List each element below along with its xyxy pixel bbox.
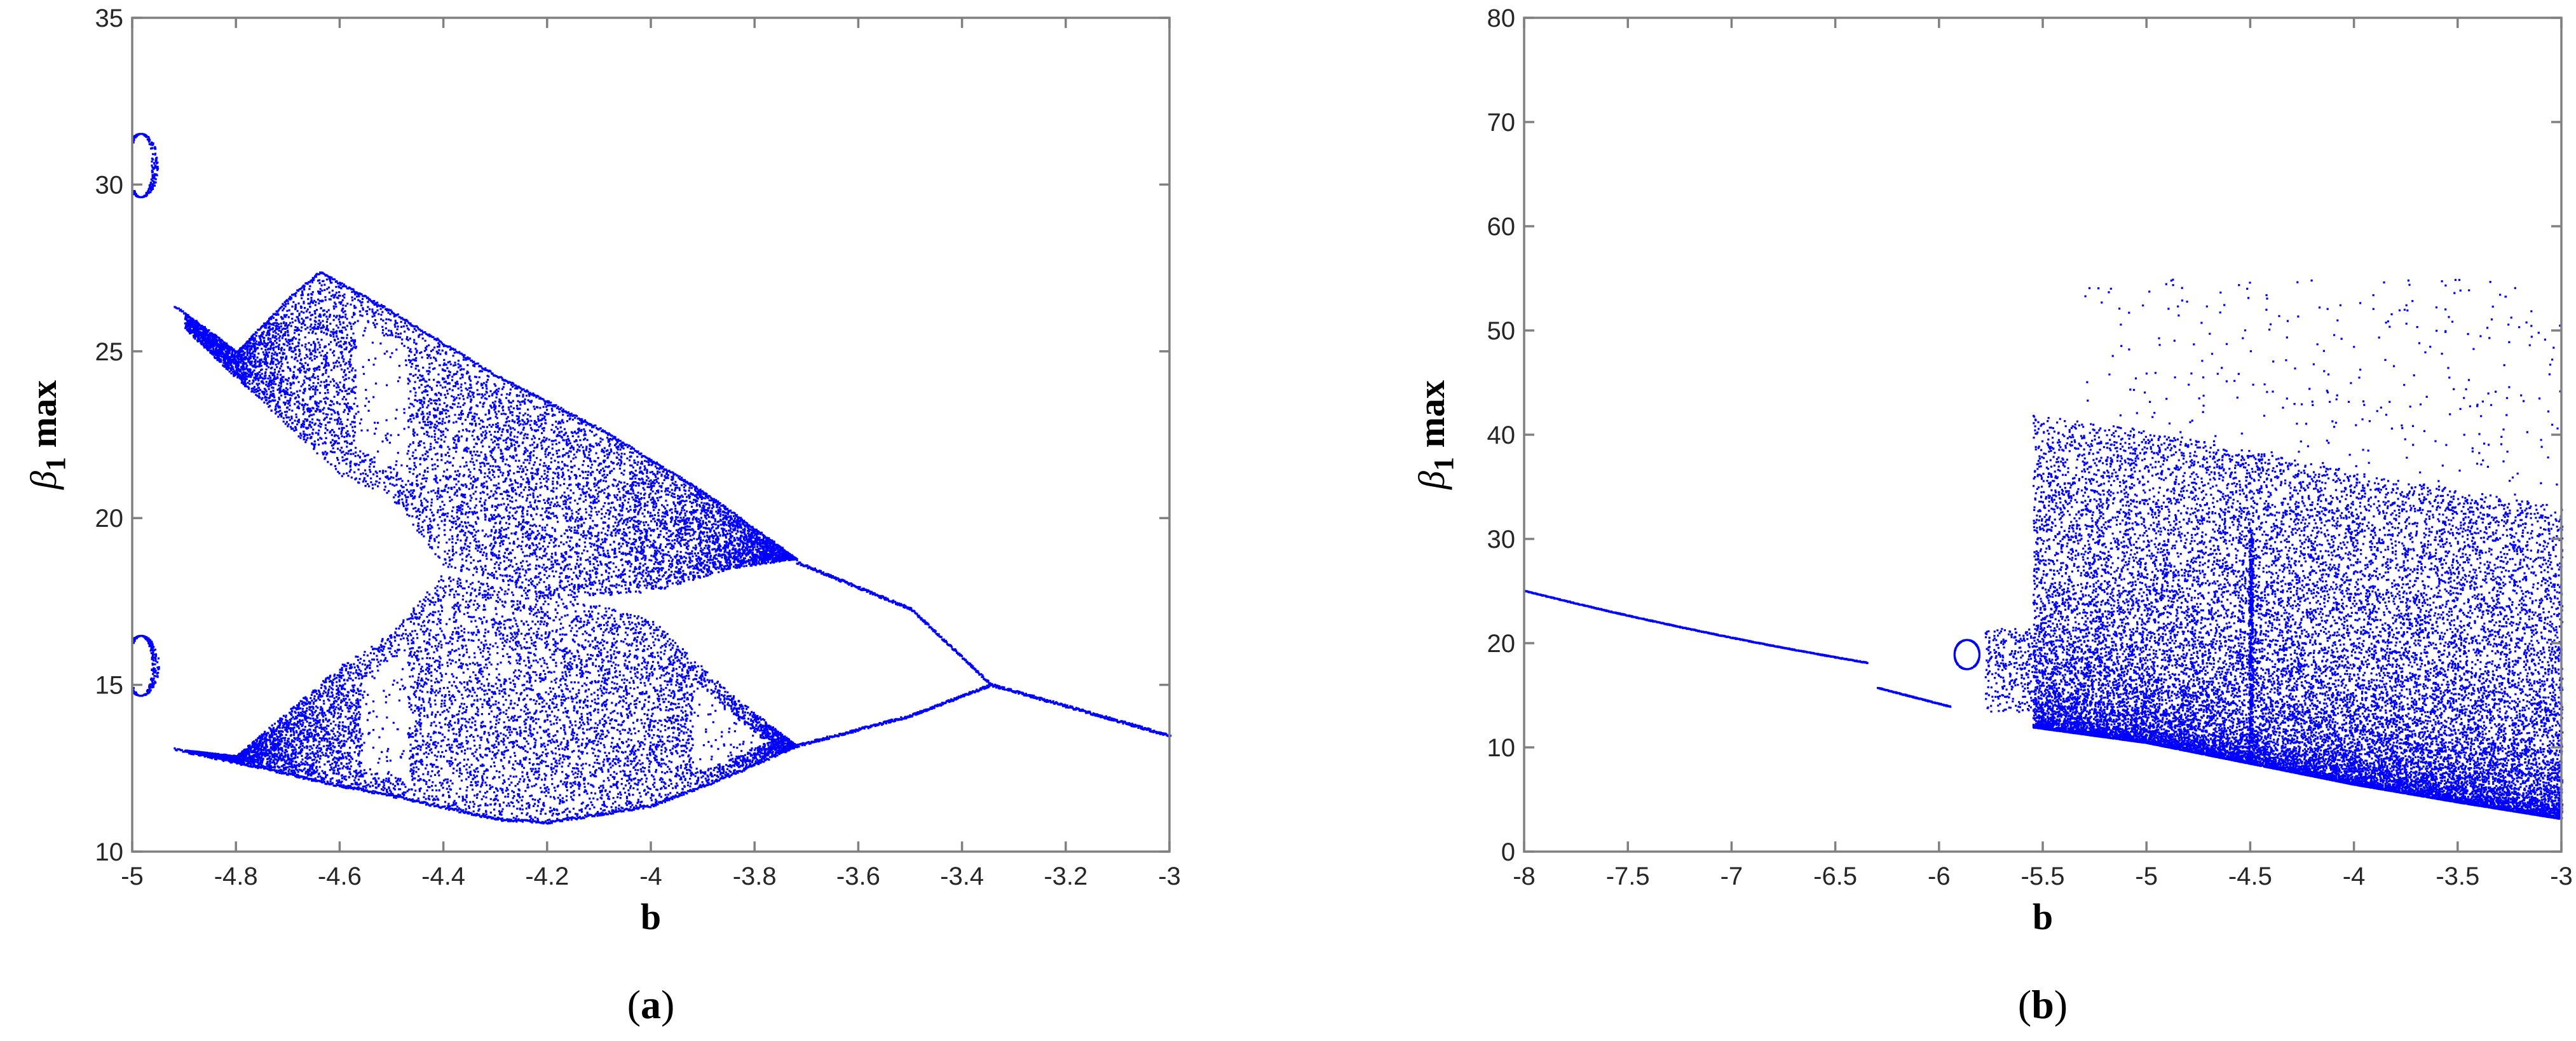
chart-b-y-axis-suffix: max	[1411, 380, 1452, 447]
chart-b-y-tick-label: 0	[1501, 838, 1515, 866]
chart-a-points	[132, 133, 1172, 825]
chart-a-x-tick-label: -3.4	[940, 862, 984, 890]
chart-a-scatter-points	[132, 133, 1172, 825]
chart-a-y-axis-space	[23, 447, 64, 457]
chart-b-x-tick-label: -5	[2135, 862, 2158, 890]
chart-a-y-axis-suffix: max	[23, 380, 64, 447]
chart-b-y-axis-subscript: 1	[1428, 457, 1459, 471]
chart-b-x-tick-label: -4	[2343, 862, 2366, 890]
chart-a-y-axis-label: β1 max	[23, 380, 71, 490]
chart-a-y-axis-symbol: β	[23, 471, 64, 490]
chart-a-y-tick-label: 10	[95, 838, 124, 866]
chart-b-y-tick-label: 50	[1487, 317, 1516, 345]
chart-b-y-tick-label: 40	[1487, 421, 1516, 449]
chart-b-panel-letter: b	[2031, 982, 2054, 1027]
chart-a-x-tick-label: -4.4	[421, 862, 465, 890]
chart-b-y-axis-label: β1 max	[1411, 380, 1459, 490]
chart-a-panel-letter: a	[641, 982, 661, 1027]
chart-b-x-tick-label: -6	[1928, 862, 1951, 890]
chart-a-y-tick-label: 35	[95, 4, 124, 32]
chart-a-panel-label: (a)	[627, 982, 675, 1027]
chart-b-y-tick-label: 20	[1487, 630, 1516, 658]
chart-a-y-ticks: 10 15 20 25 30 35	[95, 4, 1169, 866]
chart-a-x-tick-label: -4.8	[214, 862, 258, 890]
chart-b-x-tick-label: -3	[2550, 862, 2573, 890]
chart-b-y-tick-label: 30	[1487, 526, 1516, 554]
chart-a-x-tick-label: -4	[639, 862, 662, 890]
chart-a-y-tick-label: 30	[95, 171, 124, 199]
chart-b-y-tick-label: 70	[1487, 109, 1516, 137]
chart-a-x-tick-label: -4.6	[318, 862, 362, 890]
chart-b-y-axis-space	[1411, 447, 1452, 457]
chart-a-x-tick-label: -3.8	[733, 862, 777, 890]
chart-b-x-tick-label: -3.5	[2436, 862, 2479, 890]
chart-a-x-tick-label: -3	[1158, 862, 1181, 890]
chart-b-x-tick-label: -6.5	[1813, 862, 1857, 890]
chart-b-x-tick-label: -7	[1721, 862, 1743, 890]
chart-a-y-tick-label: 20	[95, 505, 124, 533]
chart-a-y-tick-label: 25	[95, 338, 124, 366]
chart-b-y-ticks: 0 10 20 30 40 50 60 70 80	[1487, 4, 2561, 866]
chart-b-scatter-points	[1524, 278, 2564, 820]
chart-b-x-tick-label: -8	[1513, 862, 1536, 890]
chart-a-x-tick-label: -3.6	[836, 862, 880, 890]
chart-b-points	[1524, 278, 2564, 820]
chart-b-x-tick-label: -4.5	[2228, 862, 2272, 890]
chart-b-x-ticks: -8 -7.5 -7 -6.5 -6 -5.5 -5 -4.5 -4 -3.5 -3	[1513, 18, 2573, 890]
chart-b-panel-label: (b)	[2018, 982, 2068, 1027]
chart-b-y-tick-label: 10	[1487, 734, 1516, 762]
chart-a-y-axis-subscript: 1	[40, 457, 71, 471]
chart-b-x-tick-label: -7.5	[1606, 862, 1650, 890]
chart-panel-b: -8 -7.5 -7 -6.5 -6 -5.5 -5 -4.5 -4 -3.5 -3 0 10 20 30…	[1411, 4, 2573, 1027]
chart-a-x-tick-label: -3.2	[1044, 862, 1087, 890]
chart-a-x-axis-label: b	[641, 896, 661, 937]
chart-b-y-tick-label: 80	[1487, 4, 1516, 32]
chart-b-x-axis-label: b	[2033, 896, 2053, 937]
chart-b-y-tick-label: 60	[1487, 213, 1516, 241]
chart-panel-a: -5 -4.8 -4.6 -4.4 -4.2 -4 -3.8 -3.6 -3.4 -3.2 -3 1…	[23, 4, 1181, 1027]
chart-b-x-tick-label: -5.5	[2021, 862, 2065, 890]
chart-b-y-axis-symbol: β	[1411, 471, 1452, 490]
chart-a-x-tick-label: -4.2	[525, 862, 569, 890]
chart-a-x-tick-label: -5	[121, 862, 144, 890]
chart-a-y-tick-label: 15	[95, 672, 124, 700]
chart-a-x-ticks: -5 -4.8 -4.6 -4.4 -4.2 -4 -3.8 -3.6 -3.4 -3.2 -3	[121, 18, 1181, 890]
